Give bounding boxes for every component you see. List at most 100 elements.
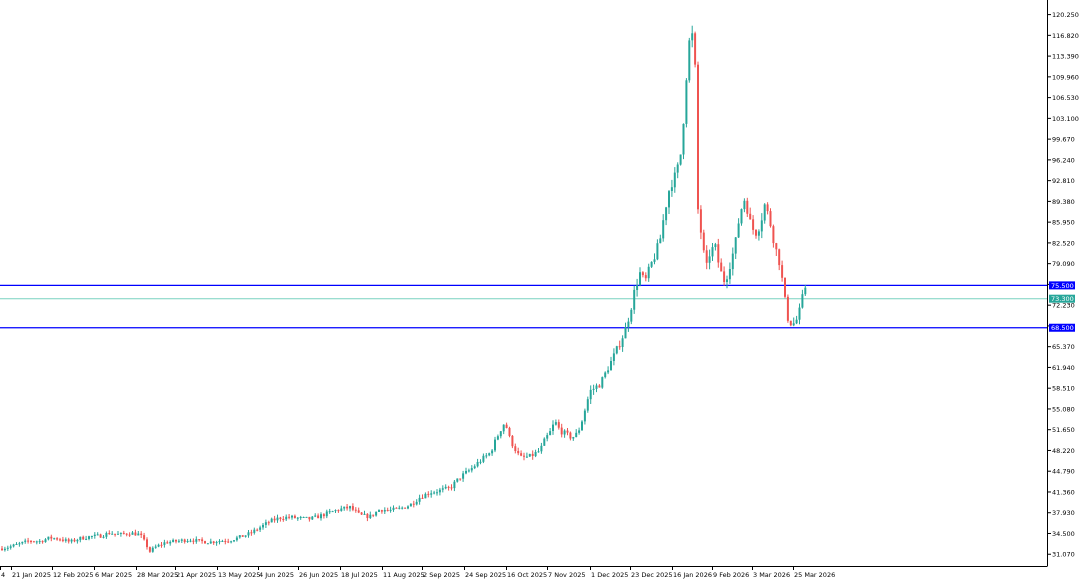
candle [546, 432, 549, 442]
candle-body [85, 538, 88, 540]
candle-body [581, 421, 583, 431]
candle [479, 459, 482, 465]
candle [421, 494, 424, 499]
candle-body [578, 430, 581, 433]
candle-body [784, 277, 786, 297]
candle-body [427, 493, 430, 495]
candle [786, 294, 789, 323]
candle [293, 514, 296, 519]
candle-body [612, 353, 615, 361]
candle [618, 340, 621, 350]
candle-body [694, 33, 697, 65]
candle-body [792, 323, 795, 326]
candle-body [636, 285, 639, 290]
candle [514, 443, 517, 454]
candle [728, 262, 731, 284]
candle [409, 503, 412, 507]
candle-body [749, 213, 752, 220]
candle-body [752, 219, 755, 230]
candle [128, 532, 131, 537]
candle [88, 535, 90, 541]
candle-body [270, 518, 273, 523]
candle [502, 424, 505, 435]
candle-body [450, 487, 453, 489]
candle [53, 537, 56, 540]
candle-body [740, 209, 743, 224]
candle-body [441, 488, 444, 490]
axes [0, 0, 1048, 567]
candle [117, 531, 119, 535]
candle [436, 489, 438, 496]
candle [757, 229, 760, 241]
candle [169, 540, 172, 546]
candle-body [575, 432, 578, 437]
candle-body [105, 533, 108, 537]
candle [325, 509, 328, 519]
candle-body [175, 539, 177, 542]
candle-body [102, 536, 105, 538]
candle-body [230, 541, 233, 543]
candle-body [256, 529, 259, 531]
candle-body [340, 508, 343, 511]
candle [64, 537, 67, 543]
candle-body [673, 172, 676, 188]
candle [279, 516, 282, 522]
candle [662, 214, 665, 242]
x-tick-label: 24 Sep 2025 [465, 571, 506, 579]
level-badge: 68.500 [1049, 323, 1075, 332]
candle-body [79, 536, 82, 540]
candle [560, 423, 563, 438]
candle [24, 538, 27, 544]
candle-body [273, 518, 276, 521]
candle [511, 435, 514, 449]
candle-body [189, 540, 192, 542]
x-tick-label: 21 Apr 2025 [176, 571, 216, 579]
y-tick-label: 37.930 [1052, 509, 1075, 517]
candle [61, 536, 64, 543]
x-tick-label: 6 Mar 2025 [95, 571, 132, 579]
candle [93, 532, 96, 539]
current-price-badge: 73.300 [1049, 294, 1075, 303]
candle-body [93, 534, 96, 536]
candle [711, 243, 714, 261]
candle [357, 507, 360, 514]
candle [494, 436, 496, 453]
candle-body [212, 541, 215, 543]
candle [328, 508, 331, 514]
candle-body [183, 539, 186, 542]
level-badge-bg [1049, 323, 1075, 332]
candle-body [259, 527, 262, 530]
candle [276, 514, 279, 523]
candle-body [233, 540, 235, 542]
x-tick-label: 18 Jul 2025 [341, 571, 378, 579]
candle [215, 540, 218, 546]
candle [114, 533, 117, 537]
candle-body [775, 243, 778, 250]
candle [766, 202, 769, 215]
candle [389, 506, 392, 513]
candle [125, 533, 128, 537]
candle-body [288, 516, 291, 518]
candle [331, 510, 334, 513]
candle-body [705, 250, 708, 263]
candle [534, 449, 537, 458]
candle-body [511, 435, 514, 447]
candle-body [235, 537, 238, 541]
candle-body [383, 510, 386, 512]
x-tick-label: 7 Nov 2025 [548, 571, 586, 579]
candle-body [250, 532, 253, 534]
candle-body [624, 327, 627, 339]
candle-body [691, 33, 694, 41]
candle [610, 356, 612, 371]
y-tick-label: 109.960 [1052, 73, 1079, 81]
candle [467, 468, 470, 473]
candle-body [653, 259, 656, 262]
candle [35, 540, 38, 545]
candle [134, 529, 137, 536]
candle-body [447, 486, 450, 488]
candle-body [328, 511, 331, 513]
candle-body [302, 517, 305, 518]
candle-body [485, 455, 488, 457]
candle-body [415, 501, 418, 505]
y-tick-label: 65.370 [1052, 343, 1075, 351]
